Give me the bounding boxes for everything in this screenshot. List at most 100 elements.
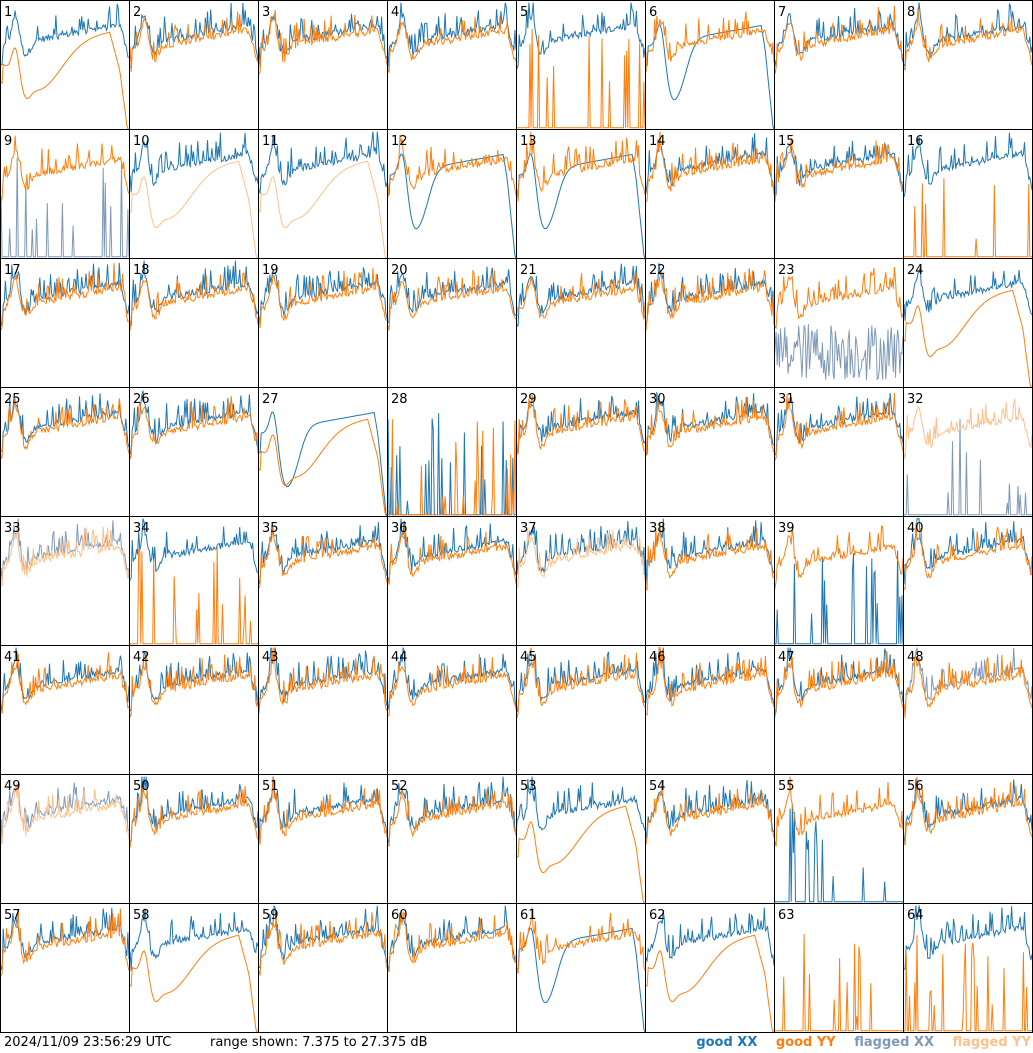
panel-26: 26 — [129, 387, 259, 517]
panel-title: 56 — [907, 779, 924, 794]
spectrum-line — [387, 787, 516, 847]
panel-48: 48 — [903, 645, 1033, 775]
panel-plot-area — [0, 782, 129, 845]
spectrum-line — [774, 525, 903, 590]
panel-plot-area — [774, 933, 903, 1032]
panel-29: 29 — [516, 387, 646, 517]
panel-title: 34 — [133, 521, 150, 536]
legend: good XX good YY flagged XX flagged YY — [682, 1033, 1031, 1053]
spectrum-line — [774, 267, 903, 332]
panel-plot-area — [774, 5, 903, 74]
panel-plot-area — [774, 647, 903, 719]
panel-title: 57 — [4, 908, 21, 923]
panel-plot-area — [903, 132, 1032, 258]
panel-5: 5 — [516, 0, 646, 130]
panel-plot-area — [645, 131, 774, 203]
panel-title: 18 — [133, 263, 150, 278]
panel-title: 21 — [520, 263, 537, 278]
spectrum-line — [0, 652, 129, 715]
panel-3: 3 — [258, 0, 388, 130]
panel-53: 53 — [516, 774, 646, 904]
spectrum-line — [774, 933, 903, 1032]
spectrum-line — [903, 935, 1032, 1032]
spectrum-line — [0, 524, 129, 587]
panel-title: 8 — [907, 5, 915, 20]
panel-title: 28 — [391, 392, 408, 407]
panel-title: 55 — [778, 779, 795, 794]
spectrum-line — [129, 908, 258, 971]
spectrum-line — [387, 413, 516, 516]
spectrum-line — [516, 263, 645, 327]
panel-52: 52 — [387, 774, 517, 904]
spectrum-line — [0, 398, 129, 460]
panel-plot-area — [129, 260, 258, 331]
spectrum-line — [774, 323, 903, 381]
panel-title: 48 — [907, 650, 924, 665]
panel-plot-area — [258, 131, 387, 258]
spectrum-line — [258, 268, 387, 329]
panel-plot-area — [387, 2, 516, 75]
panel-plot-area — [645, 263, 774, 331]
spectrum-line — [903, 418, 1032, 516]
spectrum-line — [645, 133, 774, 195]
spectrum-line — [903, 655, 1032, 718]
panel-title: 7 — [778, 5, 786, 20]
spectrum-line — [258, 912, 387, 976]
panel-plot-area — [129, 650, 258, 718]
panel-plot-area — [258, 9, 387, 75]
panel-title: 49 — [4, 779, 21, 794]
spectrum-line — [516, 395, 645, 456]
panel-plot-area — [645, 907, 774, 1032]
panel-plot-area — [258, 267, 387, 329]
spectrum-line — [645, 522, 774, 591]
spectrum-line — [774, 392, 903, 462]
panel-plot-area — [387, 518, 516, 585]
panel-title: 35 — [262, 521, 279, 536]
panel-title: 26 — [133, 392, 150, 407]
spectrum-line — [903, 398, 1032, 460]
panel-plot-area — [387, 413, 516, 516]
panel-plot-area — [129, 518, 258, 645]
panel-28: 28 — [387, 387, 517, 517]
spectrum-line — [903, 2, 1032, 69]
spectrum-line — [903, 289, 1032, 387]
spectrum-line — [0, 783, 129, 845]
spectrum-line — [516, 527, 645, 589]
panel-plot-area — [0, 647, 129, 715]
panel-plot-area — [774, 138, 903, 203]
panel-38: 38 — [645, 516, 775, 646]
spectrum-line — [387, 153, 516, 258]
spectrum-line — [903, 132, 1032, 198]
panel-title: 59 — [262, 908, 279, 923]
panel-7: 7 — [774, 0, 904, 130]
panel-plot-area — [903, 905, 1032, 1032]
panel-title: 47 — [778, 650, 795, 665]
panel-plot-area — [129, 390, 258, 459]
panel-plot-area — [387, 776, 516, 847]
spectrum-line — [903, 905, 1032, 972]
panel-27: 27 — [258, 387, 388, 517]
panel-title: 10 — [133, 134, 150, 149]
spectrum-line — [129, 776, 258, 843]
spectrum-line — [258, 777, 387, 846]
spectrum-line — [0, 3, 129, 66]
panel-35: 35 — [258, 516, 388, 646]
spectrum-line — [645, 647, 774, 716]
spectrum-line — [516, 394, 645, 455]
spectrum-line — [0, 263, 129, 332]
panel-plot-area — [516, 647, 645, 719]
panel-border — [258, 0, 388, 130]
spectrum-line — [258, 525, 387, 590]
legend-flagged-xx: flagged XX — [854, 1035, 934, 1050]
panel-45: 45 — [516, 645, 646, 775]
footer-bar: 2024/11/09 23:56:29 UTC range shown: 7.3… — [0, 1033, 1033, 1053]
panel-plot-area — [903, 398, 1032, 516]
panel-title: 4 — [391, 5, 399, 20]
panel-title: 22 — [649, 263, 666, 278]
spectrum-line — [0, 157, 129, 258]
legend-good-yy: good YY — [775, 1035, 836, 1050]
panel-plot-area — [258, 776, 387, 846]
panel-title: 5 — [520, 5, 528, 20]
panel-title: 13 — [520, 134, 537, 149]
panel-21: 21 — [516, 258, 646, 388]
